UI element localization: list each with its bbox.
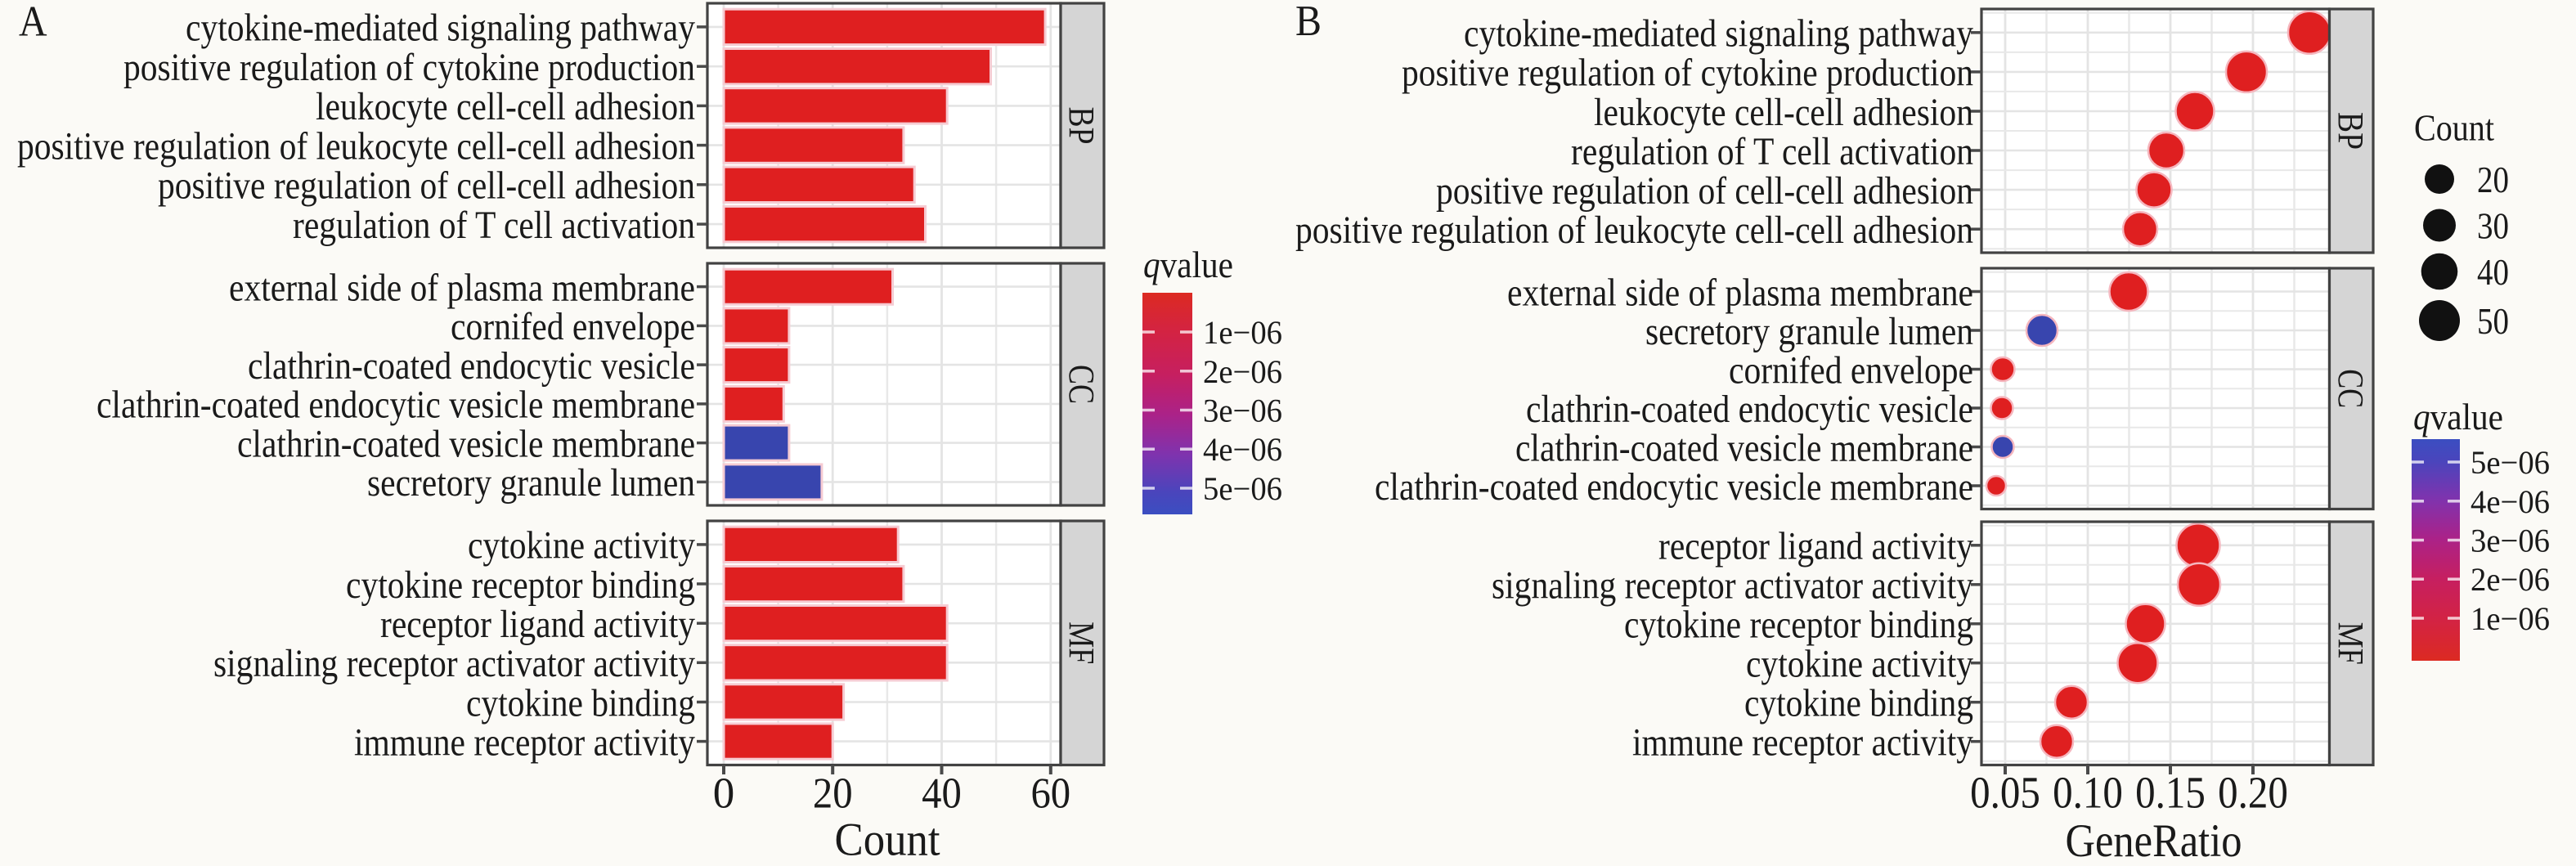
svg-text:0.20: 0.20	[2218, 767, 2288, 817]
svg-text:0.05: 0.05	[1970, 767, 2040, 817]
svg-text:40: 40	[922, 770, 962, 817]
svg-text:cytokine receptor binding: cytokine receptor binding	[346, 563, 695, 607]
svg-text:Count: Count	[2414, 108, 2494, 149]
svg-text:GeneRatio: GeneRatio	[2066, 815, 2242, 866]
svg-text:cornifed envelope: cornifed envelope	[451, 305, 695, 348]
svg-text:regulation of T cell activatio: regulation of T cell activation	[1571, 130, 1973, 173]
svg-text:40: 40	[2477, 251, 2509, 293]
svg-text:30: 30	[2477, 205, 2509, 247]
svg-text:clathrin-coated endocytic vesi: clathrin-coated endocytic vesicle	[248, 344, 695, 388]
svg-text:receptor ligand activity: receptor ligand activity	[380, 603, 695, 646]
svg-text:external side of plasma membra: external side of plasma membrane	[229, 266, 695, 309]
svg-text:receptor ligand activity: receptor ligand activity	[1658, 525, 1973, 568]
svg-text:CC: CC	[1061, 365, 1102, 404]
svg-text:2e−06: 2e−06	[2471, 561, 2550, 598]
svg-text:cytokine activity: cytokine activity	[468, 524, 695, 568]
svg-text:1e−06: 1e−06	[1203, 314, 1282, 351]
svg-text:0: 0	[713, 770, 735, 817]
svg-text:secretory granule lumen: secretory granule lumen	[367, 461, 695, 505]
svg-text:cytokine-mediated signaling pa: cytokine-mediated signaling pathway	[1464, 12, 1973, 56]
svg-text:immune receptor activity: immune receptor activity	[1632, 721, 1973, 765]
svg-text:clathrin-coated endocytic vesi: clathrin-coated endocytic vesicle	[1526, 388, 1973, 431]
svg-text:5e−06: 5e−06	[1203, 470, 1282, 507]
svg-text:1e−06: 1e−06	[2471, 600, 2550, 637]
svg-text:leukocyte cell-cell adhesion: leukocyte cell-cell adhesion	[316, 85, 695, 128]
svg-text:clathrin-coated vesicle membra: clathrin-coated vesicle membrane	[237, 422, 695, 465]
svg-text:MF: MF	[2331, 622, 2371, 665]
svg-text:cytokine receptor binding: cytokine receptor binding	[1624, 604, 1973, 647]
svg-text:3e−06: 3e−06	[1203, 393, 1282, 429]
svg-text:B: B	[1295, 0, 1322, 45]
svg-text:20: 20	[2477, 159, 2509, 200]
svg-text:Count: Count	[835, 814, 940, 865]
svg-text:immune receptor activity: immune receptor activity	[354, 720, 695, 764]
svg-text:cytokine binding: cytokine binding	[1744, 682, 1973, 725]
svg-text:5e−06: 5e−06	[2471, 444, 2550, 481]
svg-text:signaling receptor activator a: signaling receptor activator activity	[213, 642, 695, 685]
svg-text:positive regulation of leukocy: positive regulation of leukocyte cell-ce…	[17, 124, 695, 168]
svg-text:regulation of T cell activatio: regulation of T cell activation	[293, 204, 695, 247]
svg-text:cytokine-mediated signaling pa: cytokine-mediated signaling pathway	[186, 7, 695, 50]
svg-text:3e−06: 3e−06	[2471, 523, 2550, 559]
svg-text:A: A	[19, 0, 47, 46]
svg-text:CC: CC	[2331, 369, 2371, 408]
svg-text:2e−06: 2e−06	[1203, 353, 1282, 390]
svg-text:positive regulation of cell-ce: positive regulation of cell-cell adhesio…	[1436, 169, 1973, 213]
svg-text:leukocyte cell-cell adhesion: leukocyte cell-cell adhesion	[1594, 91, 1973, 134]
svg-text:signaling receptor activator a: signaling receptor activator activity	[1492, 564, 1973, 608]
svg-text:MF: MF	[1061, 621, 1102, 664]
svg-text:4e−06: 4e−06	[1203, 431, 1282, 468]
svg-text:50: 50	[2477, 300, 2509, 342]
svg-text:20: 20	[813, 770, 853, 817]
svg-text:cornifed envelope: cornifed envelope	[1729, 348, 1973, 392]
svg-text:clathrin-coated endocytic vesi: clathrin-coated endocytic vesicle membra…	[96, 384, 695, 427]
svg-text:4e−06: 4e−06	[2471, 483, 2550, 520]
svg-text:positive regulation of cytokin: positive regulation of cytokine producti…	[123, 46, 695, 89]
svg-text:positive regulation of cytokin: positive regulation of cytokine producti…	[1402, 52, 1973, 95]
svg-text:cytokine activity: cytokine activity	[1746, 643, 1973, 686]
svg-text:external side of plasma membra: external side of plasma membrane	[1507, 271, 1973, 314]
svg-text:60: 60	[1030, 770, 1070, 817]
svg-text:clathrin-coated vesicle membra: clathrin-coated vesicle membrane	[1515, 426, 1973, 469]
svg-text:0.10: 0.10	[2053, 767, 2123, 817]
svg-text:0.15: 0.15	[2135, 767, 2206, 817]
svg-text:qvalue: qvalue	[1143, 245, 1233, 285]
svg-text:BP: BP	[1061, 107, 1102, 145]
svg-text:clathrin-coated endocytic vesi: clathrin-coated endocytic vesicle membra…	[1375, 465, 1973, 509]
svg-text:positive regulation of leukocy: positive regulation of leukocyte cell-ce…	[1295, 209, 1973, 252]
svg-text:BP: BP	[2331, 112, 2371, 150]
svg-text:cytokine binding: cytokine binding	[466, 681, 695, 725]
svg-text:qvalue: qvalue	[2413, 397, 2503, 437]
svg-text:positive regulation of cell-ce: positive regulation of cell-cell adhesio…	[158, 164, 695, 208]
svg-text:secretory granule lumen: secretory granule lumen	[1645, 310, 1973, 353]
